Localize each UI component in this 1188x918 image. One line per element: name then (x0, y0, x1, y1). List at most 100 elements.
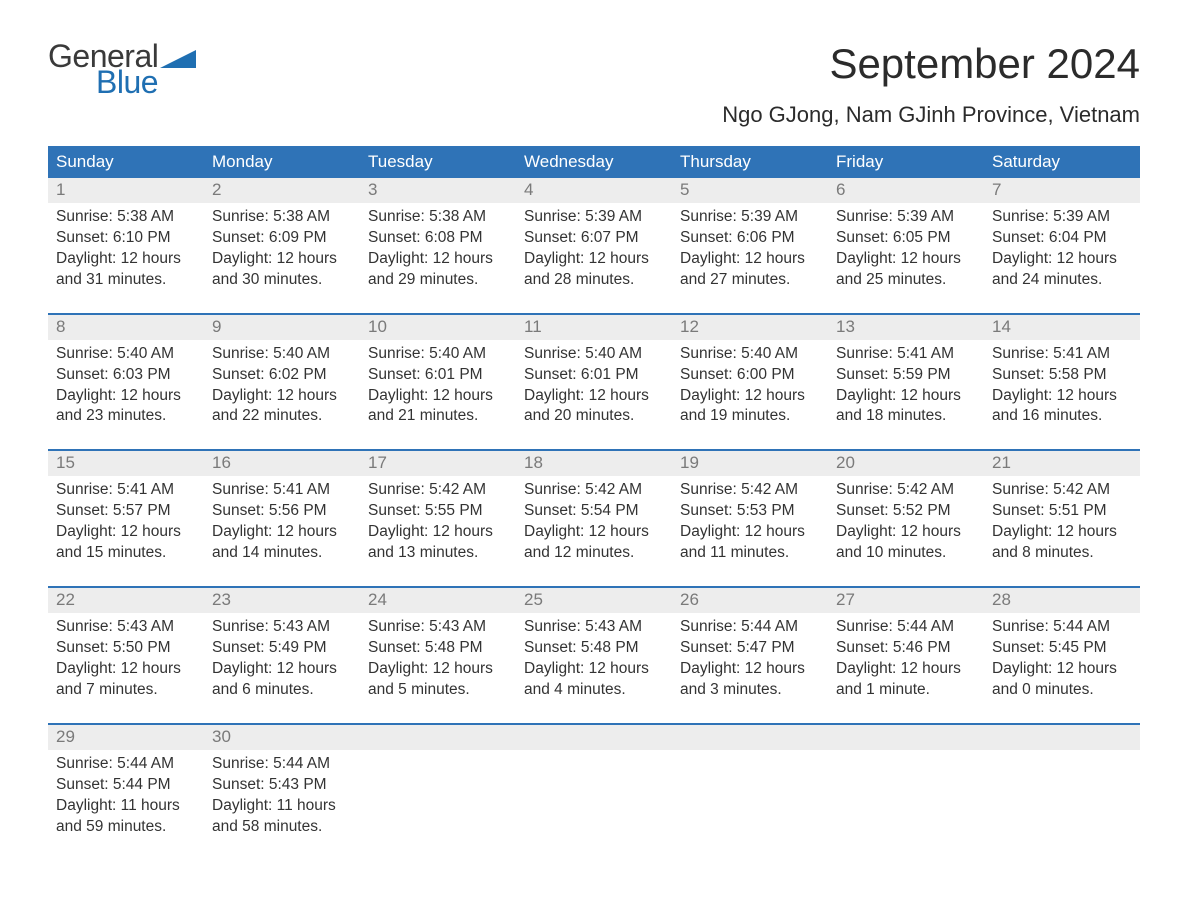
day-cell: Sunrise: 5:44 AMSunset: 5:46 PMDaylight:… (828, 613, 984, 701)
sunrise-text: Sunrise: 5:42 AM (992, 480, 1132, 501)
sunset-text: Sunset: 5:46 PM (836, 638, 976, 659)
day-number: 21 (984, 451, 1140, 476)
sunset-text: Sunset: 5:59 PM (836, 365, 976, 386)
daylight-text: Daylight: 12 hours (56, 659, 196, 680)
day-cell: Sunrise: 5:40 AMSunset: 6:00 PMDaylight:… (672, 340, 828, 428)
sunset-text: Sunset: 6:10 PM (56, 228, 196, 249)
daylight-text: and 31 minutes. (56, 270, 196, 291)
day-number (984, 725, 1140, 750)
dow-sunday: Sunday (48, 146, 204, 178)
daylight-text: and 25 minutes. (836, 270, 976, 291)
day-number: 25 (516, 588, 672, 613)
dow-tuesday: Tuesday (360, 146, 516, 178)
sunrise-text: Sunrise: 5:44 AM (212, 754, 352, 775)
sunset-text: Sunset: 6:00 PM (680, 365, 820, 386)
daylight-text: and 59 minutes. (56, 817, 196, 838)
day-cell: Sunrise: 5:44 AMSunset: 5:47 PMDaylight:… (672, 613, 828, 701)
location-subtitle: Ngo GJong, Nam GJinh Province, Vietnam (722, 102, 1140, 128)
day-number: 20 (828, 451, 984, 476)
day-number (360, 725, 516, 750)
sunrise-text: Sunrise: 5:39 AM (992, 207, 1132, 228)
day-cell: Sunrise: 5:43 AMSunset: 5:48 PMDaylight:… (516, 613, 672, 701)
sunset-text: Sunset: 6:01 PM (368, 365, 508, 386)
daylight-text: and 10 minutes. (836, 543, 976, 564)
calendar: Sunday Monday Tuesday Wednesday Thursday… (48, 146, 1140, 837)
day-number: 30 (204, 725, 360, 750)
day-cell: Sunrise: 5:41 AMSunset: 5:57 PMDaylight:… (48, 476, 204, 564)
daylight-text: and 13 minutes. (368, 543, 508, 564)
calendar-week: 891011121314Sunrise: 5:40 AMSunset: 6:03… (48, 313, 1140, 428)
dow-monday: Monday (204, 146, 360, 178)
day-cell: Sunrise: 5:39 AMSunset: 6:04 PMDaylight:… (984, 203, 1140, 291)
daylight-text: Daylight: 12 hours (992, 249, 1132, 270)
daylight-text: and 11 minutes. (680, 543, 820, 564)
daylight-text: and 20 minutes. (524, 406, 664, 427)
daylight-text: and 27 minutes. (680, 270, 820, 291)
sunrise-text: Sunrise: 5:42 AM (680, 480, 820, 501)
calendar-week: 2930Sunrise: 5:44 AMSunset: 5:44 PMDayli… (48, 723, 1140, 838)
day-cell: Sunrise: 5:38 AMSunset: 6:08 PMDaylight:… (360, 203, 516, 291)
sunset-text: Sunset: 5:48 PM (524, 638, 664, 659)
day-number: 7 (984, 178, 1140, 203)
day-number: 10 (360, 315, 516, 340)
daylight-text: Daylight: 12 hours (212, 249, 352, 270)
sunset-text: Sunset: 5:44 PM (56, 775, 196, 796)
day-cell: Sunrise: 5:42 AMSunset: 5:53 PMDaylight:… (672, 476, 828, 564)
day-cell: Sunrise: 5:42 AMSunset: 5:51 PMDaylight:… (984, 476, 1140, 564)
header: General Blue September 2024 Ngo GJong, N… (48, 40, 1140, 138)
daylight-text: and 6 minutes. (212, 680, 352, 701)
sunset-text: Sunset: 6:09 PM (212, 228, 352, 249)
sunset-text: Sunset: 6:01 PM (524, 365, 664, 386)
daylight-text: Daylight: 12 hours (56, 522, 196, 543)
daylight-text: and 1 minute. (836, 680, 976, 701)
daylight-text: Daylight: 12 hours (836, 522, 976, 543)
daylight-text: Daylight: 12 hours (680, 659, 820, 680)
daylight-text: and 24 minutes. (992, 270, 1132, 291)
daylight-text: Daylight: 12 hours (524, 659, 664, 680)
day-number (828, 725, 984, 750)
calendar-week: 22232425262728Sunrise: 5:43 AMSunset: 5:… (48, 586, 1140, 701)
day-number: 19 (672, 451, 828, 476)
sunset-text: Sunset: 5:51 PM (992, 501, 1132, 522)
day-number (672, 725, 828, 750)
sunset-text: Sunset: 6:02 PM (212, 365, 352, 386)
day-cell: Sunrise: 5:39 AMSunset: 6:06 PMDaylight:… (672, 203, 828, 291)
daylight-text: Daylight: 12 hours (836, 659, 976, 680)
daylight-text: and 12 minutes. (524, 543, 664, 564)
day-number: 5 (672, 178, 828, 203)
daylight-text: Daylight: 12 hours (992, 522, 1132, 543)
sunrise-text: Sunrise: 5:40 AM (680, 344, 820, 365)
weekday-header: Sunday Monday Tuesday Wednesday Thursday… (48, 146, 1140, 178)
day-cell: Sunrise: 5:40 AMSunset: 6:02 PMDaylight:… (204, 340, 360, 428)
sunrise-text: Sunrise: 5:43 AM (368, 617, 508, 638)
sunrise-text: Sunrise: 5:43 AM (212, 617, 352, 638)
daylight-text: and 5 minutes. (368, 680, 508, 701)
daylight-text: Daylight: 12 hours (368, 659, 508, 680)
day-cell: Sunrise: 5:44 AMSunset: 5:44 PMDaylight:… (48, 750, 204, 838)
daylight-text: and 29 minutes. (368, 270, 508, 291)
daylight-text: Daylight: 12 hours (680, 386, 820, 407)
sunrise-text: Sunrise: 5:41 AM (212, 480, 352, 501)
daylight-text: and 19 minutes. (680, 406, 820, 427)
sunset-text: Sunset: 5:48 PM (368, 638, 508, 659)
day-cell: Sunrise: 5:41 AMSunset: 5:59 PMDaylight:… (828, 340, 984, 428)
daylight-text: Daylight: 12 hours (56, 386, 196, 407)
day-number: 15 (48, 451, 204, 476)
daylight-text: and 15 minutes. (56, 543, 196, 564)
daylight-text: and 30 minutes. (212, 270, 352, 291)
daynum-band: 891011121314 (48, 315, 1140, 340)
calendar-week: 1234567Sunrise: 5:38 AMSunset: 6:10 PMDa… (48, 178, 1140, 291)
daylight-text: Daylight: 12 hours (680, 522, 820, 543)
sunrise-text: Sunrise: 5:42 AM (368, 480, 508, 501)
daylight-text: Daylight: 12 hours (524, 386, 664, 407)
daynum-band: 1234567 (48, 178, 1140, 203)
daylight-text: Daylight: 12 hours (524, 522, 664, 543)
day-number: 29 (48, 725, 204, 750)
day-number: 11 (516, 315, 672, 340)
daylight-text: Daylight: 11 hours (212, 796, 352, 817)
page-title: September 2024 (722, 40, 1140, 88)
sunset-text: Sunset: 6:05 PM (836, 228, 976, 249)
daylight-text: and 58 minutes. (212, 817, 352, 838)
sunset-text: Sunset: 5:52 PM (836, 501, 976, 522)
day-cell: Sunrise: 5:38 AMSunset: 6:09 PMDaylight:… (204, 203, 360, 291)
